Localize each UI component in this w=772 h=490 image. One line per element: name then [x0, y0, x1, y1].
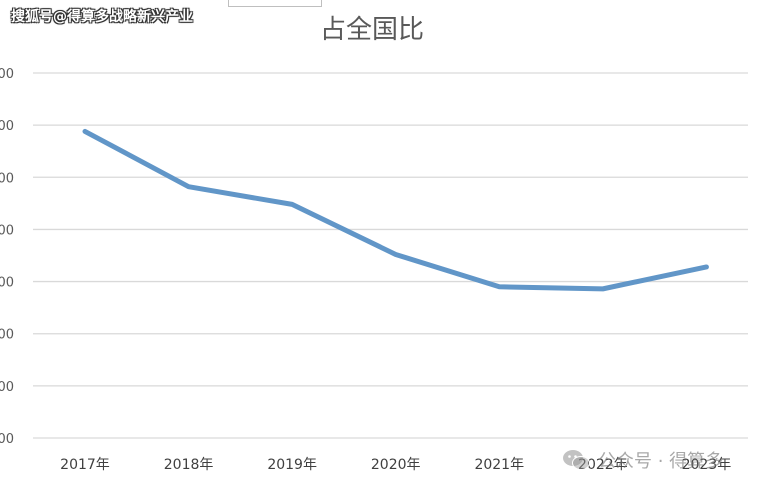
- x-tick-label: 2020年: [371, 457, 421, 473]
- top-cell-box: [228, 0, 322, 7]
- account-watermark-text: 公众号 · 得算多: [598, 451, 724, 472]
- y-tick-label: 00: [0, 171, 14, 186]
- x-tick-label: 2023年: [682, 457, 732, 473]
- x-tick-label: 2019年: [267, 457, 317, 473]
- y-tick-label: 00: [0, 276, 14, 291]
- y-tick-label: 00: [0, 328, 14, 343]
- gridlines: [33, 72, 748, 439]
- x-tick-label: 2017年: [60, 457, 110, 473]
- y-tick-label: 00: [0, 432, 14, 447]
- series-line: [82, 128, 709, 292]
- x-axis-tick-labels: 2017年 2018年 2019年 2020年 2021年 2022年 2023年: [60, 457, 731, 473]
- y-tick-label: 00: [0, 223, 14, 238]
- account-watermark: 公众号 · 得算多: [562, 447, 723, 473]
- x-tick-label: 2018年: [164, 457, 214, 473]
- y-axis-tick-labels: 00 00 00 00 00 00 00 00: [0, 67, 14, 447]
- y-tick-label: 00: [0, 119, 14, 134]
- y-tick-label: 00: [0, 380, 14, 395]
- wechat-icon: [563, 450, 590, 470]
- x-tick-label: 2021年: [474, 457, 524, 473]
- x-tick-label: 2022年: [578, 457, 628, 473]
- series-layer: [82, 128, 709, 292]
- source-watermark: 搜狐号@得算多战略新兴产业: [11, 9, 193, 25]
- chart-title: 占全国比: [320, 15, 424, 45]
- y-tick-label: 00: [0, 67, 14, 82]
